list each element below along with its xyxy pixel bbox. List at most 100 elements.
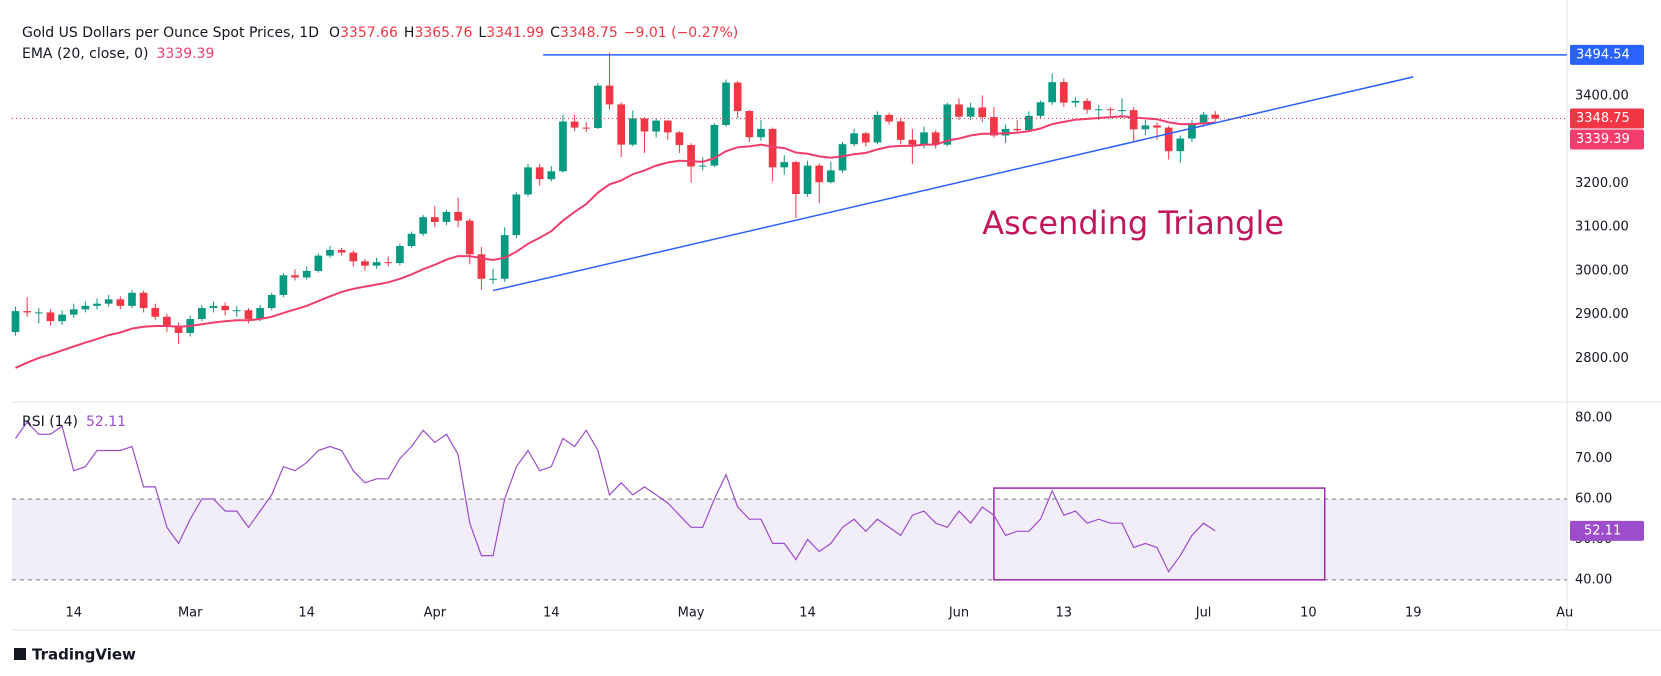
candle-body bbox=[267, 294, 276, 309]
candle-body bbox=[1211, 114, 1220, 119]
price-tag bbox=[1570, 108, 1644, 129]
candle-body bbox=[955, 104, 963, 117]
candle-body bbox=[454, 211, 462, 221]
candle-body bbox=[384, 262, 393, 264]
candle-body bbox=[372, 262, 381, 266]
candle-body bbox=[221, 305, 230, 311]
candle-body bbox=[710, 124, 719, 166]
candle-body bbox=[535, 167, 544, 180]
candle-body bbox=[256, 308, 264, 319]
candle-body bbox=[128, 292, 136, 306]
header: Gold US Dollars per Ounce Spot Prices, 1… bbox=[22, 25, 738, 41]
candle-body bbox=[1001, 128, 1010, 136]
candle-body bbox=[757, 128, 765, 138]
candle-body bbox=[698, 165, 707, 167]
value-tag-label: 52.11 bbox=[1584, 523, 1621, 538]
change-value: −9.01 (−0.27%) bbox=[624, 25, 738, 41]
candle-body bbox=[745, 110, 754, 138]
x-tick-label: Au bbox=[1556, 606, 1573, 621]
candle-body bbox=[1188, 123, 1196, 139]
x-tick-label: Jul bbox=[1195, 606, 1212, 621]
x-tick-label: Jun bbox=[948, 606, 969, 621]
candle-body bbox=[792, 162, 800, 195]
value-tag bbox=[1570, 520, 1644, 541]
x-tick-label: 14 bbox=[543, 606, 560, 621]
candle-body bbox=[873, 114, 882, 143]
price-tag bbox=[1570, 44, 1644, 65]
price-tag-label: 3494.54 bbox=[1576, 47, 1630, 62]
candle-body bbox=[943, 104, 952, 145]
logo: TradingView bbox=[14, 646, 136, 664]
ema-value: 3339.39 bbox=[156, 46, 214, 62]
candle-body bbox=[1176, 138, 1185, 152]
candle-body bbox=[559, 121, 567, 172]
open-label: O bbox=[329, 25, 340, 41]
y-tick-label: 2900.00 bbox=[1575, 307, 1629, 322]
trendline bbox=[492, 76, 1414, 292]
candle-body bbox=[209, 305, 218, 309]
candle-body bbox=[291, 275, 299, 278]
y-tick-label: 70.00 bbox=[1575, 451, 1612, 466]
candle-body bbox=[896, 121, 905, 140]
candle-body bbox=[570, 121, 579, 128]
candle-body bbox=[920, 132, 928, 145]
candle-body bbox=[489, 278, 497, 280]
candle-body bbox=[407, 233, 416, 247]
candle-body bbox=[1059, 82, 1068, 103]
candle-body bbox=[640, 118, 649, 132]
x-tick-label: 14 bbox=[799, 606, 816, 621]
x-tick-label: May bbox=[678, 606, 705, 621]
low-label: L bbox=[478, 25, 486, 41]
candle-body bbox=[524, 167, 532, 195]
candle-body bbox=[419, 217, 428, 234]
rsi-name: RSI (14) bbox=[22, 414, 78, 430]
candle-body bbox=[512, 194, 521, 236]
candle-body bbox=[198, 308, 206, 319]
y-tick-label: 3200.00 bbox=[1575, 176, 1629, 191]
candle-body bbox=[1199, 114, 1208, 124]
high-value: 3365.76 bbox=[414, 25, 472, 41]
x-tick-label: 19 bbox=[1405, 606, 1422, 621]
candle-body bbox=[582, 127, 591, 129]
candle-body bbox=[675, 132, 684, 146]
candle-body bbox=[722, 82, 730, 125]
candle-body bbox=[594, 85, 602, 129]
open-value: 3357.66 bbox=[340, 25, 398, 41]
candle-body bbox=[861, 133, 870, 143]
candle-body bbox=[232, 310, 241, 312]
candle-body bbox=[151, 308, 160, 317]
candle-body bbox=[11, 311, 20, 333]
candle-body bbox=[46, 312, 55, 322]
candle-body bbox=[1141, 125, 1150, 130]
x-tick-label: 14 bbox=[298, 606, 315, 621]
candle-body bbox=[361, 261, 369, 266]
rsi-header: RSI (14) 52.11 bbox=[22, 414, 126, 430]
candle-body bbox=[396, 246, 404, 264]
candle-body bbox=[803, 165, 812, 195]
price-tag-label: 3339.39 bbox=[1576, 132, 1630, 147]
rsi-band bbox=[12, 498, 1567, 580]
candle-body bbox=[1118, 110, 1126, 112]
series-line bbox=[15, 115, 1216, 369]
candle-body bbox=[314, 255, 323, 271]
candle-body bbox=[966, 107, 975, 117]
x-tick-label: 10 bbox=[1300, 606, 1317, 621]
y-tick-label: 2800.00 bbox=[1575, 351, 1629, 366]
candle-body bbox=[827, 170, 835, 183]
candle-body bbox=[978, 107, 987, 118]
candle-body bbox=[1083, 100, 1091, 110]
x-tick-label: 14 bbox=[65, 606, 82, 621]
low-value: 3341.99 bbox=[486, 25, 544, 41]
candle-body bbox=[1025, 115, 1033, 131]
candle-body bbox=[628, 118, 637, 145]
y-tick-label: 3100.00 bbox=[1575, 220, 1629, 235]
annotation: Ascending Triangle bbox=[982, 204, 1284, 242]
candle-body bbox=[687, 145, 695, 167]
price-tag-label: 3348.75 bbox=[1576, 111, 1630, 126]
logo-text: TradingView bbox=[32, 646, 136, 664]
candle-body bbox=[465, 220, 474, 255]
x-tick-label: Apr bbox=[424, 606, 447, 621]
candle-body bbox=[990, 117, 998, 136]
candle-body bbox=[58, 314, 66, 322]
